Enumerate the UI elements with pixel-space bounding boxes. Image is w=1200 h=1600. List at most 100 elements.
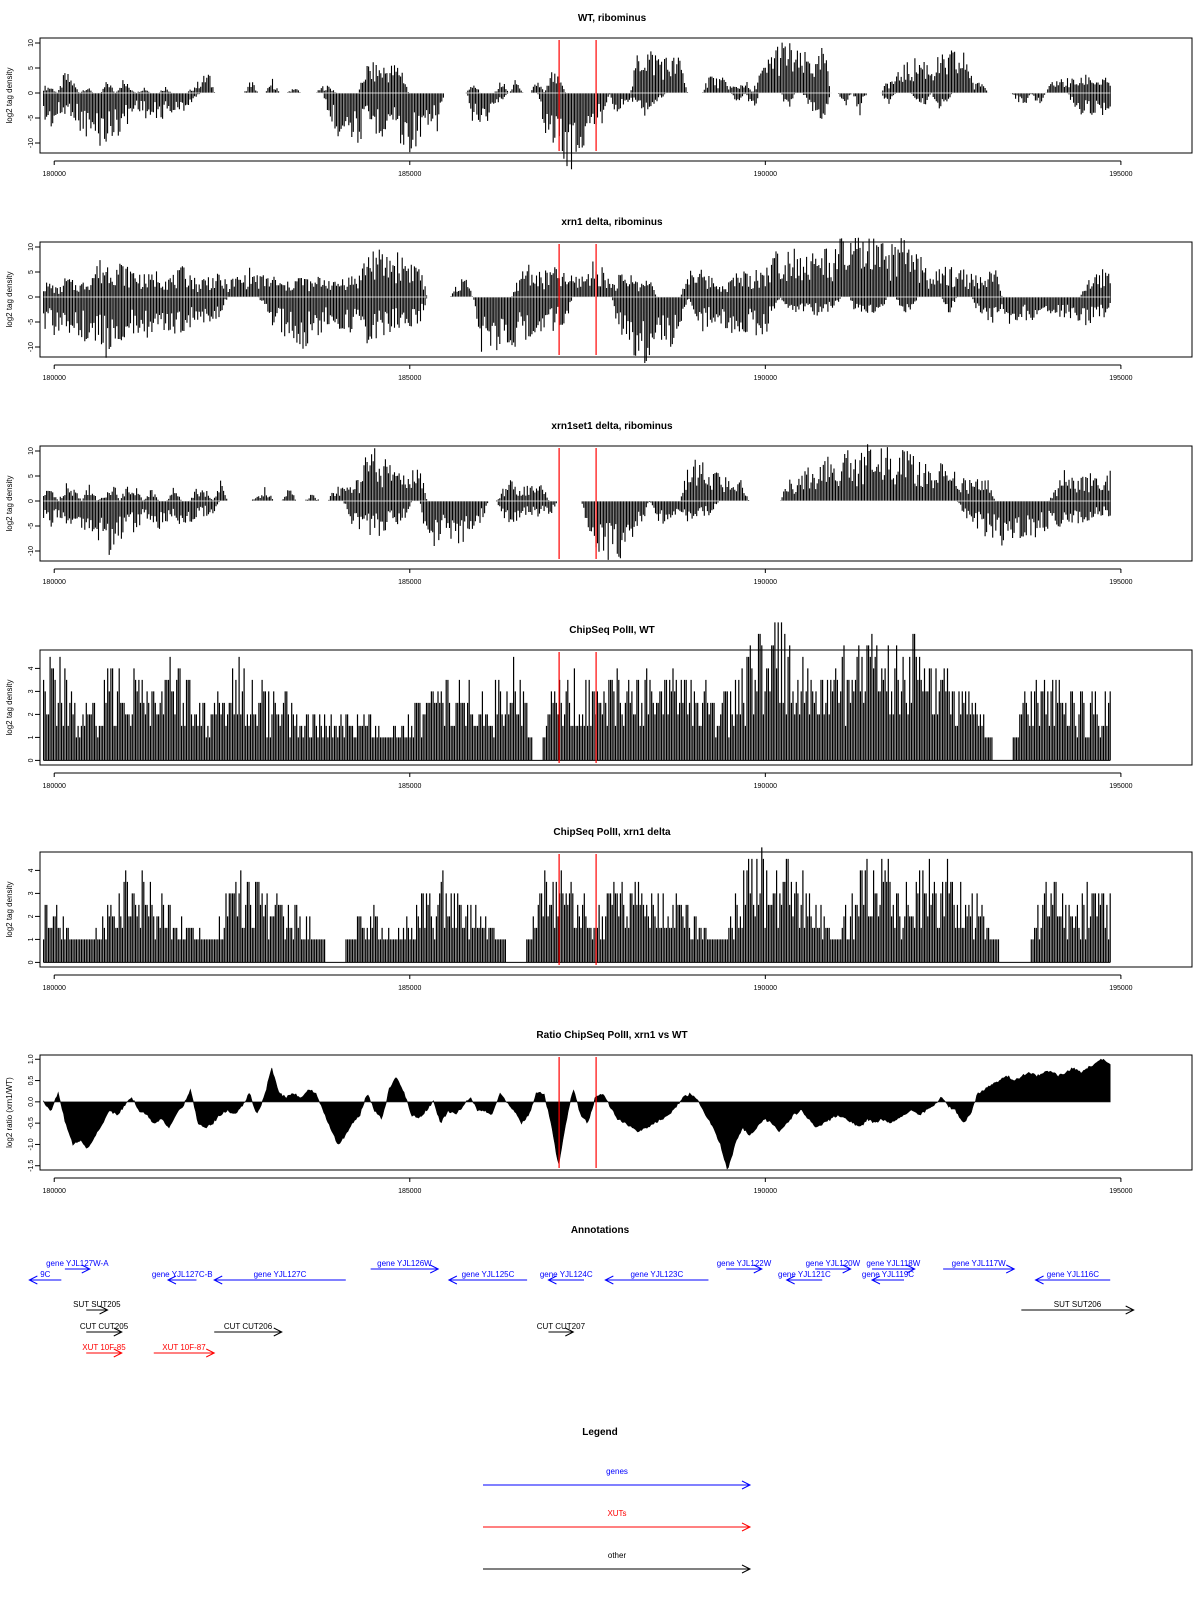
annotation-label: 9C [40, 1270, 50, 1279]
y-tick-label: 3 [28, 689, 35, 693]
x-tick-label: 195000 [1109, 985, 1132, 992]
chart-panel: ChipSeq PolII, WT log2 tag density 0 1 2 3 4 18… [5, 622, 1193, 790]
y-tick-label: -1.0 [28, 1138, 35, 1150]
y-tick-label: 0.5 [28, 1076, 35, 1086]
annotation-label: gene YJL117W [952, 1259, 1006, 1268]
annotation-label: XUT 10F-85 [82, 1343, 126, 1352]
annotation-feature: gene YJL125C [447, 1270, 528, 1285]
x-tick-label: 180000 [43, 783, 66, 790]
arrow-head [113, 1327, 123, 1337]
data-series [43, 237, 1111, 363]
plot-frame [39, 1054, 1193, 1171]
legend-item: other [483, 1551, 752, 1574]
arrow-head [785, 1275, 795, 1285]
plus-strand-bars [43, 42, 1111, 93]
y-tick-label: -5 [28, 115, 35, 121]
arrow-head [547, 1275, 557, 1285]
arrow-head [273, 1327, 283, 1337]
y-tick-label: 5 [28, 66, 35, 70]
y-tick-label: 0 [28, 960, 35, 964]
annotation-label: SUT SUT205 [73, 1300, 121, 1309]
annotation-label: SUT SUT206 [1054, 1300, 1102, 1309]
chart-title: WT, ribominus [578, 13, 647, 24]
plot-frame [39, 445, 1193, 562]
y-tick-label: 2 [28, 914, 35, 918]
annotation-feature: gene YJL119C [862, 1270, 914, 1285]
x-tick-label: 195000 [1109, 171, 1132, 178]
annotation-label: gene YJL124C [540, 1270, 593, 1279]
y-tick-label: -10 [28, 342, 35, 352]
x-tick-label: 185000 [398, 171, 421, 178]
annotation-feature: gene YJL127W-A [46, 1259, 109, 1274]
chart-title: Ratio ChipSeq PolII, xrn1 vs WT [536, 1030, 687, 1041]
data-series [43, 847, 1111, 963]
annotation-feature: XUT 10F-85 [82, 1343, 126, 1358]
y-tick-label: -5 [28, 319, 35, 325]
annotation-feature: gene YJL122W [717, 1259, 772, 1274]
annotation-feature: gene YJL118W [866, 1259, 921, 1274]
annotation-feature: gene YJL117W [943, 1259, 1016, 1274]
y-axis-label: log2 tag density [5, 67, 14, 123]
arrow-head [741, 1564, 752, 1574]
y-tick-label: 10 [28, 39, 35, 47]
x-tick-label: 195000 [1109, 375, 1132, 382]
data-series [43, 42, 1111, 170]
plot-frame [39, 851, 1193, 968]
arrow-head [205, 1348, 216, 1358]
x-tick-label: 185000 [398, 579, 421, 586]
minus-strand-bars [43, 501, 1111, 560]
annotation-feature: gene YJL120W [806, 1259, 861, 1274]
y-tick-label: 10 [28, 447, 35, 455]
chart-title: xrn1set1 delta, ribominus [551, 421, 673, 432]
y-axis-label: log2 tag density [5, 679, 14, 735]
annotation-label: gene YJL125C [462, 1270, 515, 1279]
x-tick-label: 190000 [754, 375, 777, 382]
x-tick-label: 195000 [1109, 783, 1132, 790]
data-series [43, 1058, 1111, 1170]
annotation-label: gene YJL123C [630, 1270, 683, 1279]
x-tick-label: 180000 [43, 985, 66, 992]
annotation-label: gene YJL121C [778, 1270, 831, 1279]
chart-panel: ChipSeq PolII, xrn1 delta log2 tag densit… [5, 827, 1193, 992]
annotation-label: gene YJL119C [862, 1270, 914, 1279]
annotation-label: gene YJL118W [866, 1259, 920, 1268]
y-axis-label: log2 tag density [5, 881, 14, 937]
annotation-feature: XUT 10F-87 [153, 1343, 216, 1358]
minus-strand-bars [43, 297, 1111, 363]
annotation-feature: 9C [28, 1270, 62, 1285]
y-tick-label: 1 [28, 735, 35, 739]
legend-block: Legend genes XUTs other [483, 1427, 752, 1574]
annotation-feature: CUT CUT207 [537, 1322, 586, 1337]
annotation-label: XUT 10F-87 [162, 1343, 206, 1352]
y-tick-label: -1.5 [28, 1160, 35, 1172]
annotation-feature: gene YJL127C [213, 1270, 346, 1285]
annotation-feature: gene YJL126W [370, 1259, 440, 1274]
annotation-label: CUT CUT207 [537, 1322, 586, 1331]
legend-items: genes XUTs other [483, 1467, 752, 1574]
y-tick-label: -5 [28, 523, 35, 529]
arrow-head [906, 1264, 916, 1274]
annotation-label: gene YJL127C-B [152, 1270, 213, 1279]
x-tick-label: 190000 [754, 171, 777, 178]
x-tick-label: 180000 [43, 1188, 66, 1195]
arrow-head [28, 1275, 38, 1285]
y-axis-label: log2 ratio (xrn1/WT) [5, 1077, 14, 1148]
plus-strand-bars [43, 237, 1111, 297]
arrow-head [213, 1275, 223, 1285]
chart-panel: Ratio ChipSeq PolII, xrn1 vs WT log2 rati… [5, 1030, 1193, 1195]
x-tick-label: 190000 [754, 579, 777, 586]
y-tick-label: 1 [28, 937, 35, 941]
arrow-head [1005, 1264, 1016, 1274]
arrow-head [1034, 1275, 1044, 1285]
arrow-head [741, 1480, 752, 1490]
arrow-head [741, 1522, 752, 1532]
annotation-feature: SUT SUT206 [1021, 1300, 1135, 1315]
annotation-label: gene YJL126W [377, 1259, 432, 1268]
legend-label: genes [606, 1467, 628, 1476]
y-tick-label: 3 [28, 891, 35, 895]
x-tick-label: 195000 [1109, 1188, 1132, 1195]
y-tick-label: 4 [28, 666, 35, 670]
legend-label: other [608, 1551, 627, 1560]
chart-title: ChipSeq PolII, xrn1 delta [553, 827, 671, 838]
